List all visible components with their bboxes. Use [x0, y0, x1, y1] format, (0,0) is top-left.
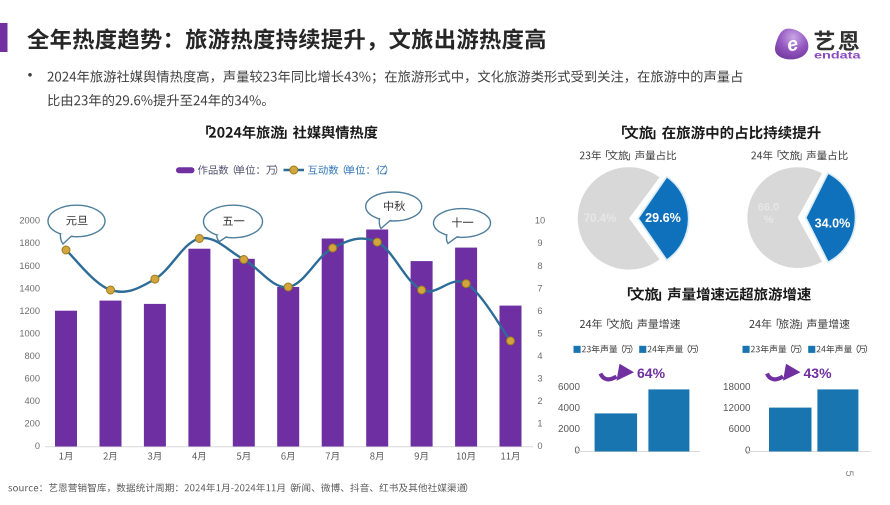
svg-text:0: 0	[745, 445, 751, 456]
svg-text:6: 6	[537, 306, 542, 316]
svg-text:6000: 6000	[729, 424, 751, 435]
svg-text:e: e	[785, 33, 801, 57]
svg-text:0: 0	[35, 441, 40, 451]
svg-text:endata: endata	[814, 50, 861, 62]
svg-text:29.6%: 29.6%	[645, 211, 681, 225]
svg-text:1400: 1400	[19, 283, 40, 293]
svg-text:2000: 2000	[558, 424, 580, 435]
svg-text:2: 2	[537, 396, 542, 406]
svg-text:2000: 2000	[19, 216, 40, 226]
svg-text:0: 0	[575, 445, 581, 456]
svg-text:66.0: 66.0	[758, 202, 779, 214]
svg-text:0: 0	[537, 441, 542, 451]
svg-text:1000: 1000	[19, 328, 40, 338]
svg-text:1600: 1600	[19, 261, 40, 271]
svg-text:1: 1	[537, 419, 542, 429]
svg-text:10: 10	[535, 216, 545, 226]
svg-text:1800: 1800	[19, 238, 40, 248]
svg-text:3: 3	[537, 374, 542, 384]
svg-text:8: 8	[537, 261, 542, 271]
svg-text:%: %	[764, 214, 774, 226]
svg-text:7: 7	[537, 283, 542, 293]
svg-text:5: 5	[537, 328, 542, 338]
svg-text:4: 4	[537, 351, 542, 361]
svg-text:600: 600	[24, 374, 40, 384]
svg-text:70.4%: 70.4%	[584, 213, 617, 225]
svg-text:4000: 4000	[558, 403, 580, 414]
svg-text:5: 5	[843, 470, 855, 476]
svg-text:43%: 43%	[804, 365, 833, 381]
svg-text:18000: 18000	[723, 382, 751, 393]
svg-text:34.0%: 34.0%	[815, 217, 851, 231]
svg-text:1200: 1200	[19, 306, 40, 316]
svg-text:800: 800	[24, 351, 40, 361]
svg-text:12000: 12000	[723, 403, 751, 414]
svg-text:200: 200	[24, 419, 40, 429]
svg-text:9: 9	[537, 238, 542, 248]
svg-text:64%: 64%	[637, 365, 666, 381]
svg-text:400: 400	[24, 396, 40, 406]
svg-text:6000: 6000	[558, 382, 580, 393]
